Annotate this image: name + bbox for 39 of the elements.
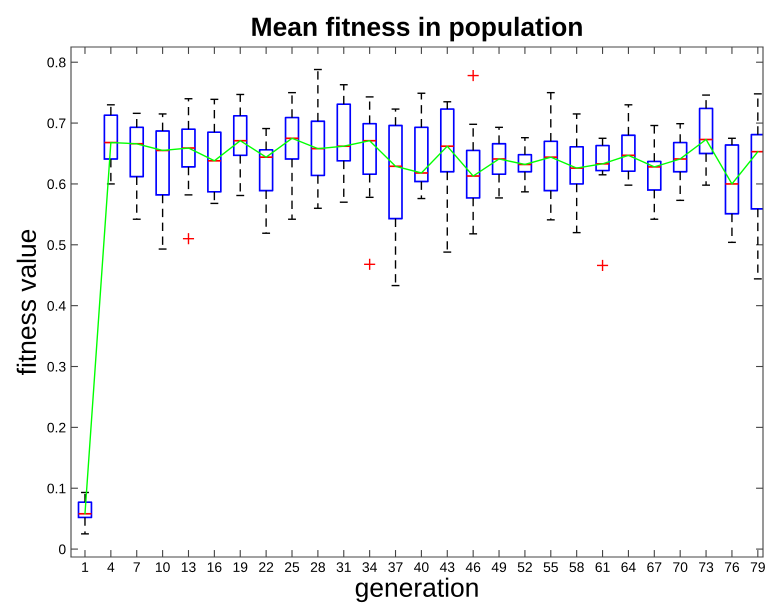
x-tick-label: 64 [621,562,636,572]
x-tick-label: 7 [134,562,140,572]
y-axis-title: fitness value [16,230,36,375]
y-tick-label: 0.4 [47,300,66,311]
x-tick-label: 52 [518,562,532,572]
y-tick-label: 0 [58,544,66,554]
x-tick-label: 76 [724,562,740,572]
x-tick-label: 31 [336,562,351,572]
x-tick-label: 22 [259,562,274,572]
x-tick-label: 49 [492,562,506,572]
x-tick-label: 10 [156,562,170,572]
y-tick-label: 0.5 [47,240,66,250]
x-tick-label: 67 [647,562,662,572]
x-tick-label: 61 [596,562,610,572]
x-axis-title: generation [356,578,478,602]
x-tick-label: 73 [699,562,714,572]
y-tick-label: 0.2 [47,422,66,433]
x-tick-label: 43 [440,562,454,572]
y-tick-label: 0.8 [47,58,66,68]
x-tick-label: 58 [570,562,584,572]
x-tick-label: 19 [234,562,248,572]
x-tick-label: 34 [362,562,377,572]
x-tick-label: 25 [284,562,300,572]
x-tick-label: 46 [466,562,480,572]
y-tick-label: 0.3 [47,362,66,372]
x-tick-label: 1 [82,562,88,572]
x-tick-label: 28 [310,562,326,572]
x-tick-label: 13 [182,562,196,572]
x-tick-label: 37 [388,562,403,572]
x-tick-label: 70 [673,562,688,572]
y-tick-label: 0.6 [47,179,66,190]
x-tick-label: 55 [544,562,558,572]
y-tick-label: 0.7 [47,118,66,128]
chart-title: Mean fitness in population [252,16,582,42]
x-tick-label: 16 [208,562,222,572]
x-tick-label: 79 [750,562,765,572]
x-tick-label: 40 [414,562,429,572]
x-tick-label: 4 [107,562,114,572]
y-tick-label: 0.1 [47,484,66,494]
